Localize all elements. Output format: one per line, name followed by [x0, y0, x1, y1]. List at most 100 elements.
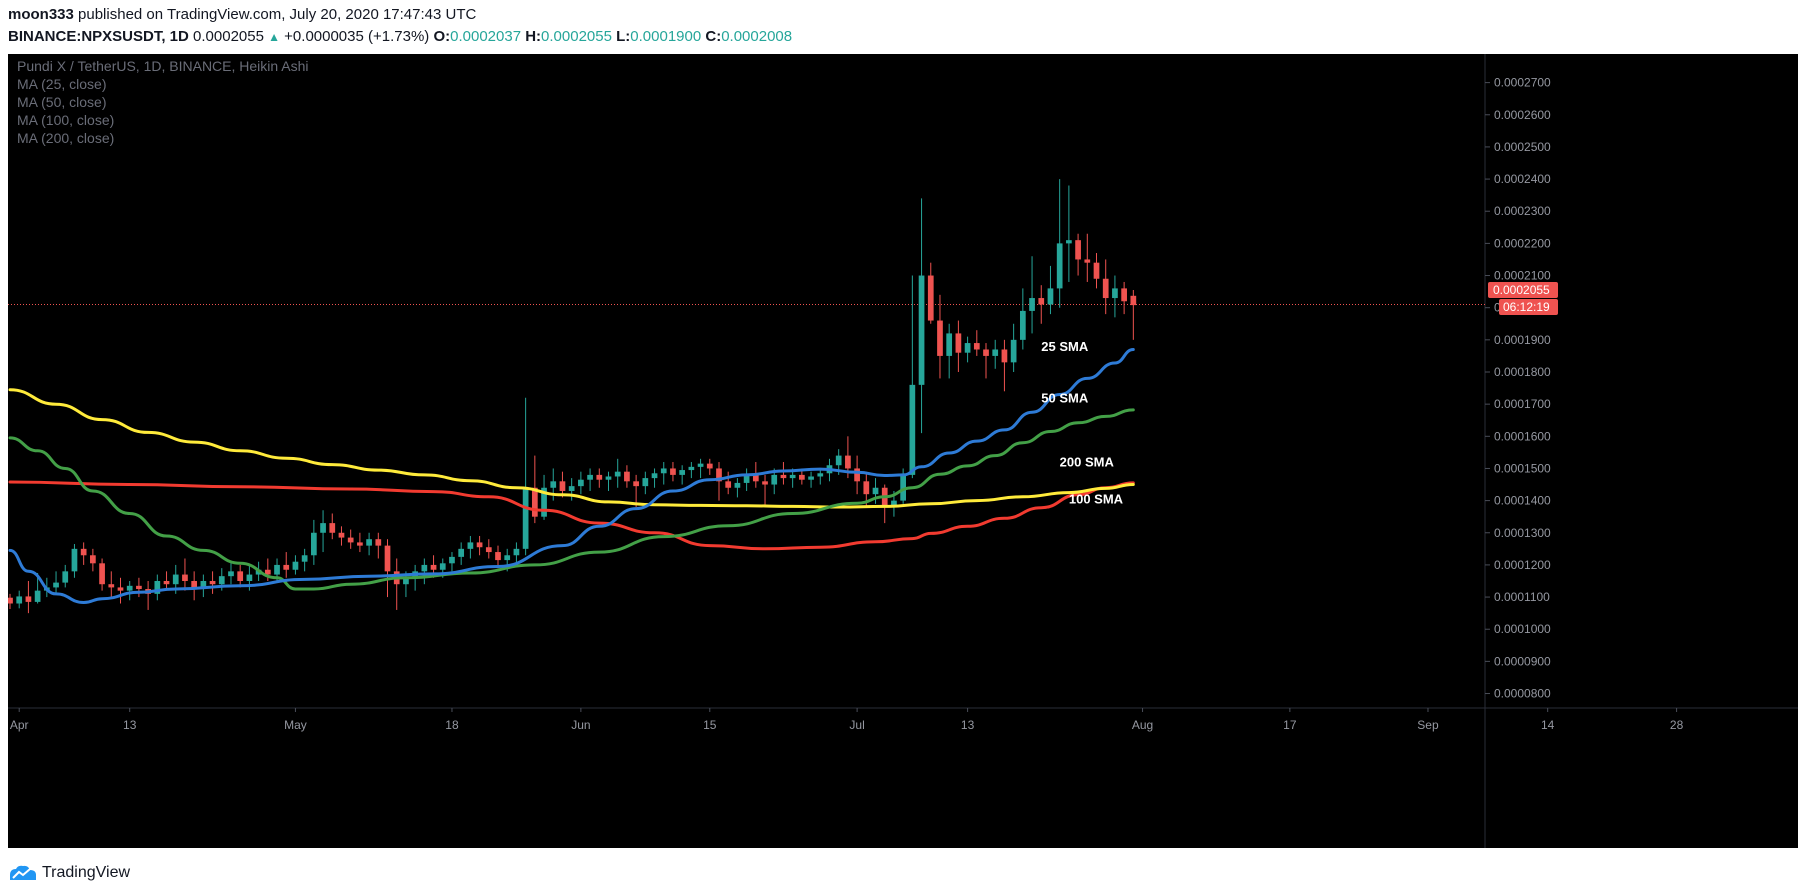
tradingview-brand[interactable]: TradingView: [42, 864, 131, 881]
candle-up: [458, 548, 465, 557]
candle-down: [136, 585, 142, 590]
candles-group: [8, 179, 1137, 614]
low-value: 0.0001900: [630, 28, 702, 45]
candle-up: [200, 580, 207, 588]
candle-up: [246, 574, 253, 581]
candle-down: [90, 555, 96, 564]
price-tick-label: 0.0001500: [1494, 461, 1551, 475]
price-tick-label: 0.0001700: [1494, 397, 1551, 411]
candle-up: [1112, 288, 1118, 299]
sma-annotations: 25 SMA 50 SMA 200 SMA 100 SMA: [1041, 339, 1123, 506]
candle-up: [642, 478, 649, 487]
price-tick-label: 0.0001100: [1494, 590, 1550, 604]
candle-up: [734, 482, 741, 488]
candle-down: [80, 548, 87, 556]
candle-up: [550, 481, 557, 488]
tradingview-logo-icon[interactable]: [8, 864, 38, 882]
symbol-label: BINANCE:NPXSUSDT, 1D: [8, 28, 189, 45]
candle-up: [366, 539, 372, 546]
candle-down: [25, 596, 32, 602]
candle-up: [688, 466, 695, 471]
candle-up: [16, 596, 23, 604]
candle-up: [292, 561, 299, 570]
price-tick-label: 0.0002300: [1494, 204, 1551, 218]
candle-down: [955, 333, 962, 353]
price-tick-label: 0.0002600: [1494, 108, 1551, 122]
candle-down: [780, 474, 787, 479]
candle-down: [237, 571, 244, 581]
chart-background: [8, 54, 1798, 848]
candle-down: [762, 481, 768, 485]
candle-down: [182, 574, 188, 581]
price-tick-label: 0.0000800: [1494, 687, 1551, 701]
candle-down: [476, 542, 483, 548]
sma-line-50: [8, 408, 1135, 591]
candle-down: [983, 349, 989, 356]
candle-up: [808, 476, 814, 480]
sma-line-200: [8, 388, 1135, 509]
candle-up: [891, 500, 897, 508]
price-chart[interactable]: 0.0000800 0.0000900 0.0001000 0.0001100 0.00…: [8, 54, 1798, 848]
published-text: published on TradingView.com, July 20, 2…: [78, 6, 477, 23]
candle-down: [854, 468, 860, 482]
price-tick-label: 0.0001800: [1494, 365, 1551, 379]
candle-up: [909, 384, 916, 475]
candle-up: [817, 473, 824, 477]
candle-up: [513, 548, 520, 556]
time-tick-label: 18: [445, 718, 459, 732]
candle-down: [927, 275, 934, 321]
price-tick-label: 0.0001000: [1494, 622, 1551, 636]
candle-down: [1084, 259, 1091, 263]
close-value: 0.0002008: [721, 28, 793, 45]
candle-up: [172, 574, 179, 585]
candle-down: [1001, 349, 1008, 363]
price-change: +0.0000035 (+1.73%): [284, 28, 430, 45]
candle-down: [1121, 288, 1127, 302]
published-line: moon333 published on TradingView.com, Ju…: [8, 6, 476, 23]
price-tick-label: 0.0001900: [1494, 333, 1551, 347]
candle-down: [725, 481, 732, 488]
time-tick-label: Apr: [10, 718, 29, 732]
candle-up: [53, 582, 59, 588]
candle-down: [329, 523, 336, 533]
candle-down: [209, 580, 216, 585]
candle-down: [264, 569, 271, 575]
time-tick-label: 13: [123, 718, 137, 732]
candle-up: [449, 556, 455, 564]
publication-header: moon333 published on TradingView.com, Ju…: [8, 6, 1798, 50]
candle-up: [301, 555, 308, 562]
price-tick-label: 0.0002400: [1494, 172, 1551, 186]
candle-up: [310, 532, 317, 556]
legend-ma-entry: MA (50, close): [17, 94, 106, 110]
candle-up: [946, 333, 953, 356]
ohlc-line: BINANCE:NPXSUSDT, 1D 0.0002055 ▲ +0.0000…: [8, 28, 792, 45]
candle-down: [430, 564, 437, 570]
candle-up: [439, 563, 446, 570]
candle-up: [320, 523, 326, 533]
candle-down: [716, 468, 722, 482]
high-label: H:: [525, 28, 542, 45]
candle-down: [485, 547, 492, 553]
candle-up: [697, 463, 704, 467]
candle-up: [403, 577, 409, 585]
price-tick-label: 0.0002700: [1494, 76, 1551, 90]
candle-up: [71, 548, 78, 572]
chart-legend: Pundi X / TetherUS, 1D, BINANCE, Heikin …: [17, 58, 309, 146]
candle-up: [522, 487, 529, 549]
candle-down: [706, 463, 713, 469]
candle-down: [495, 552, 501, 561]
candle-down: [624, 471, 630, 482]
candle-down: [375, 539, 382, 546]
candle-up: [541, 487, 547, 517]
sma-line-25: [8, 348, 1135, 604]
time-tick-label: 13: [961, 718, 975, 732]
legend-title: Pundi X / TetherUS, 1D, BINANCE, Heikin …: [17, 58, 309, 74]
candle-down: [283, 564, 290, 570]
high-value: 0.0002055: [541, 28, 612, 45]
author-name[interactable]: moon333: [8, 6, 74, 23]
candle-up: [1010, 339, 1017, 363]
time-tick-label: Aug: [1132, 718, 1153, 732]
candle-up: [578, 479, 584, 487]
price-tick-label: 0.0001300: [1494, 526, 1551, 540]
annotation-label: 25 SMA: [1041, 339, 1089, 354]
